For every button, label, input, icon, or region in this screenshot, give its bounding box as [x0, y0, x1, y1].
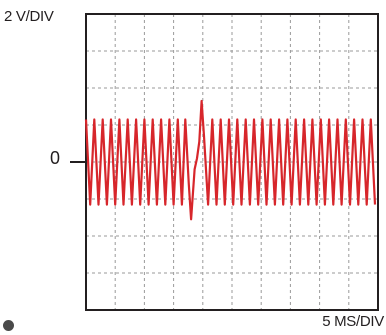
corner-mark-icon [3, 320, 14, 331]
zero-reference-label: 0 [50, 148, 61, 168]
vertical-scale-label: 2 V/DIV [4, 8, 54, 25]
horizontal-scale-label: 5 MS/DIV [322, 313, 384, 330]
trace-line [84, 99, 377, 221]
